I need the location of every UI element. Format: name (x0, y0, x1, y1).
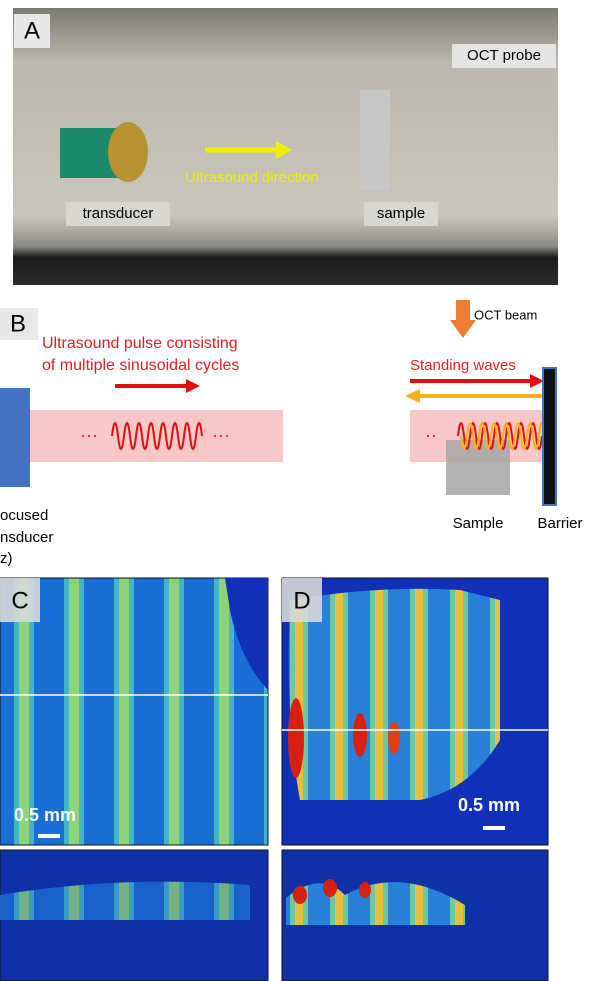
beam (30, 410, 283, 462)
annotation: Sample (453, 515, 504, 532)
beam-arrow (456, 300, 470, 322)
arrow-head (450, 320, 476, 338)
annotation: Ultrasound direction (185, 169, 318, 186)
sample-holder (360, 90, 390, 190)
scale-label: 0.5 mm (14, 805, 76, 825)
annotation: OCT probe (467, 47, 541, 64)
hotspot (288, 698, 304, 778)
annotation: of multiple sinusoidal cycles (42, 357, 239, 374)
hotspot (359, 882, 371, 898)
panel-label: D (293, 587, 310, 614)
annotation: z) (0, 550, 13, 567)
dots: ·· (425, 425, 437, 445)
transducer (0, 388, 30, 487)
annotation: Ultrasound pulse consisting (42, 335, 238, 352)
hotspot (293, 886, 307, 904)
panel-d: D 0.5 mm (282, 578, 548, 981)
annotation: transducer (83, 205, 154, 222)
annotation: nsducer (0, 529, 53, 546)
annotation: OCT beam (474, 307, 537, 322)
transducer-face (108, 122, 148, 182)
figure: A OCT probe Ultrasound direction transdu… (0, 0, 603, 981)
hotspot (323, 879, 337, 897)
panel-c: C 0.5 mm (0, 578, 268, 981)
scale-label: 0.5 mm (458, 795, 520, 815)
scale-bar (38, 834, 60, 838)
annotation: sample (377, 205, 425, 222)
scale-bar (483, 826, 505, 830)
panel-label: B (10, 310, 26, 337)
panel-label: A (24, 17, 40, 44)
panel-a: A OCT probe Ultrasound direction transdu… (13, 8, 558, 285)
barrier (543, 368, 556, 505)
dots: ··· (80, 425, 98, 445)
panel-b: B Ultrasound pulse consisting of multipl… (0, 300, 583, 567)
annotation: Standing waves (410, 357, 516, 374)
arrow-head (530, 374, 544, 388)
annotation: ocused (0, 507, 48, 524)
dots: ··· (212, 425, 230, 445)
panel-label: C (11, 587, 28, 614)
hotspot (353, 713, 367, 757)
hotspot (388, 722, 400, 754)
arrow-head (186, 379, 200, 393)
arrow-head (405, 389, 420, 403)
annotation: Barrier (537, 515, 582, 532)
